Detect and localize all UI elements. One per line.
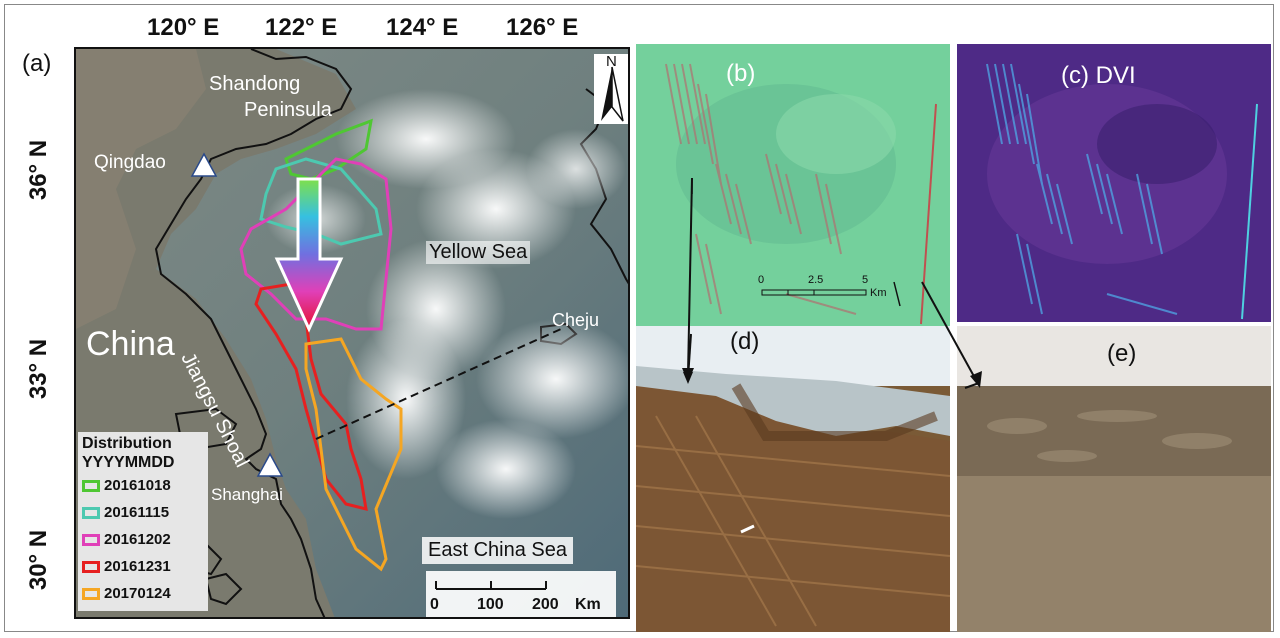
label-shandong: Shandong — [209, 73, 301, 95]
panel-b-scale-unit: Km — [870, 287, 887, 299]
legend-item: 20161231 — [82, 553, 205, 580]
lon-label-122: 122° E — [265, 14, 338, 41]
label-shanghai: Shanghai — [211, 485, 283, 504]
legend-swatch — [82, 587, 100, 600]
label-yellow-sea: Yellow Sea — [426, 241, 531, 264]
legend-item: 20170124 — [82, 580, 205, 607]
panel-b-image: (b) 0 2.5 5 Km — [636, 44, 950, 326]
panel-b-scale-tick-5: 5 — [862, 274, 869, 286]
panel-b-scale-tick-0: 0 — [758, 274, 765, 286]
label-east-china-sea: East China Sea — [422, 537, 573, 564]
panel-label-c: (c) DVI — [1061, 62, 1136, 89]
label-china: China — [86, 325, 175, 363]
legend-label: 20161115 — [104, 504, 170, 521]
panel-d-photo: (d) — [636, 326, 950, 632]
legend-label: 20161202 — [104, 531, 171, 548]
legend-label: 20170124 — [104, 585, 171, 602]
panel-label-b: (b) — [726, 60, 756, 87]
lat-label-33: 33° N — [25, 338, 52, 400]
lon-label-124: 124° E — [386, 14, 459, 41]
legend-title: Distribution — [82, 435, 172, 452]
legend-item: 20161018 — [82, 472, 205, 499]
panel-c-graphic — [957, 44, 1271, 322]
panel-b-scale-tick-2.5: 2.5 — [808, 274, 824, 286]
label-qingdao: Qingdao — [94, 152, 166, 173]
panel-label-e: (e) — [1107, 340, 1137, 367]
lon-label-126: 126° E — [506, 14, 579, 41]
north-arrow-label: N — [606, 53, 617, 70]
scale-unit: Km — [575, 596, 601, 613]
scale-tick-200: 200 — [532, 596, 559, 613]
legend-swatch — [82, 479, 100, 492]
panel-b-graphic — [636, 44, 950, 326]
legend-item: 20161115 — [82, 499, 205, 526]
legend-subtitle: YYYYMMDD — [82, 454, 175, 471]
scale-tick-0: 0 — [430, 596, 439, 613]
panel-e-graphic — [957, 326, 1271, 632]
lon-label-120: 120° E — [147, 14, 220, 41]
lat-label-30: 30° N — [25, 529, 52, 591]
label-cheju: Cheju — [552, 310, 600, 330]
satellite-map: Shandong Peninsula Qingdao China Yellow … — [74, 47, 630, 619]
lat-label-36: 36° N — [25, 139, 52, 201]
legend-item: 20161202 — [82, 526, 205, 553]
scale-tick-100: 100 — [477, 596, 504, 613]
panel-label-d: (d) — [730, 328, 760, 355]
legend-label: 20161018 — [104, 477, 171, 494]
panel-c-image: (c) DVI — [957, 44, 1271, 322]
legend-swatch — [82, 560, 100, 573]
legend-swatch — [82, 533, 100, 546]
label-peninsula: Peninsula — [244, 99, 332, 121]
legend-label: 20161231 — [104, 558, 171, 575]
legend-swatch — [82, 506, 100, 519]
panel-d-graphic — [636, 326, 950, 632]
panel-label-a: (a) — [22, 50, 52, 77]
legend: Distribution YYYYMMDD 20161018 20161115 … — [78, 432, 208, 611]
panel-e-photo: (e) — [957, 326, 1271, 632]
